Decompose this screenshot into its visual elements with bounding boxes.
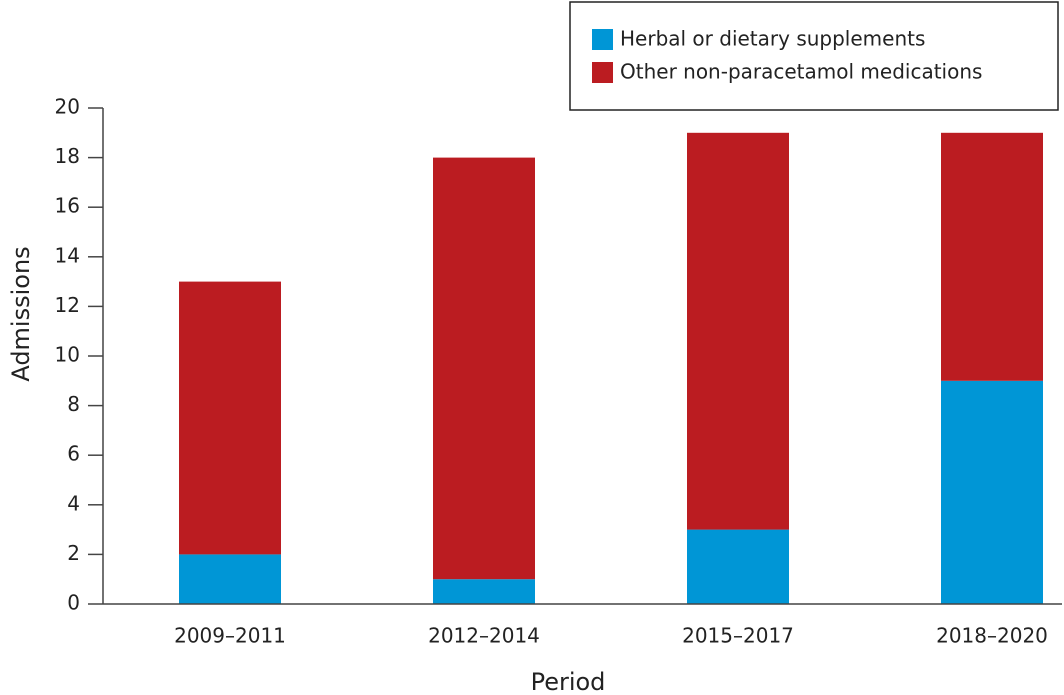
bar-segment <box>179 281 281 555</box>
x-tick-label: 2009–2011 <box>174 624 286 648</box>
y-axis-title: Admissions <box>7 246 35 381</box>
x-tick-label: 2018–2020 <box>936 624 1048 648</box>
bar-segment <box>941 132 1043 381</box>
bar-segment <box>433 157 535 580</box>
y-tick-label: 20 <box>55 95 80 119</box>
y-tick-label: 2 <box>67 541 80 565</box>
bar-segment <box>687 529 789 604</box>
legend-label: Other non-paracetamol medications <box>620 60 982 84</box>
y-tick-label: 4 <box>67 491 80 515</box>
y-tick-label: 10 <box>55 343 80 367</box>
legend-swatch <box>592 62 613 83</box>
bar-segment <box>433 579 535 604</box>
legend-label: Herbal or dietary supplements <box>620 27 925 51</box>
y-tick-label: 8 <box>67 392 80 416</box>
y-tick-label: 6 <box>67 442 80 466</box>
x-tick-label: 2015–2017 <box>682 624 794 648</box>
x-axis-title: Period <box>531 668 606 695</box>
y-tick-label: 0 <box>67 591 80 615</box>
legend: Herbal or dietary supplements Other non-p… <box>569 1 1059 111</box>
legend-swatch <box>592 29 613 50</box>
x-tick-label: 2012–2014 <box>428 624 540 648</box>
bar-segment <box>941 380 1043 604</box>
y-tick-label: 16 <box>55 194 80 218</box>
y-tick-label: 14 <box>55 243 80 267</box>
y-tick-label: 12 <box>55 293 80 317</box>
bar-segment <box>687 132 789 530</box>
bar-segment <box>179 554 281 604</box>
legend-box <box>569 1 1059 111</box>
y-tick-label: 18 <box>55 144 80 168</box>
